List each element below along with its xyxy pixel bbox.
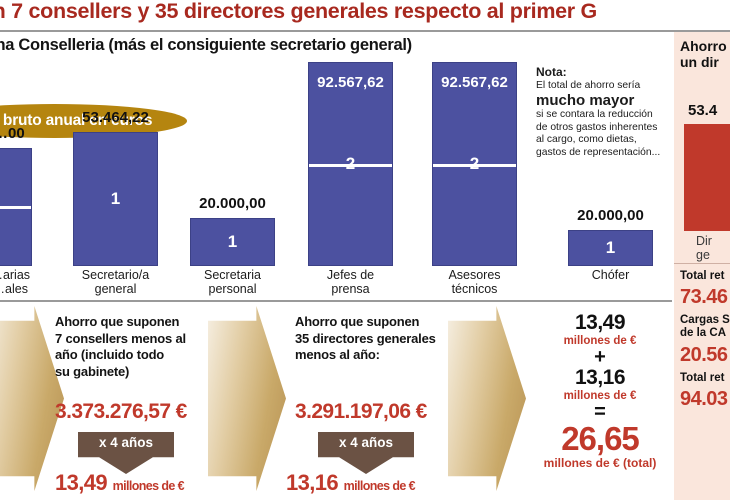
bar-label-3-line2: prensa [331, 281, 370, 296]
right-panel-row-1-caption-text: Cargas S de la CA [680, 314, 730, 339]
savings-per-director-panel: Ahorro un dir 53.4 Dir ge Total ret 73.4… [672, 32, 730, 500]
bar-label-2: Secretaria personal [204, 268, 261, 296]
bar-label-1-line1: Secretario/a [81, 268, 150, 282]
bar-value-1: 53.464,22 [82, 109, 149, 126]
bottom-divider [0, 300, 672, 302]
bar-label-5-line1: Chófer [591, 268, 630, 282]
savings-block-1-result-unit: millones de € [112, 479, 185, 493]
grand-total-unit-2: millones de € [563, 390, 637, 402]
bar-group-5: 20.000,00 1 Chófer [568, 196, 653, 282]
bar-split-3 [309, 164, 392, 167]
note-rest: si se contara la reducción de otros gast… [536, 109, 661, 158]
note-box: Nota: El total de ahorro sería mucho may… [536, 66, 664, 160]
bar-label-4-line1: Asesores [448, 268, 501, 282]
bar-count-2: 1 [227, 232, 238, 251]
bar-group-1: 53.464,22 1 Secretario/a general [73, 106, 158, 295]
bar-rect-3: 92.567,62 2 [308, 62, 393, 266]
savings-block-1-title: Ahorro que suponen 7 consellers menos al… [55, 314, 186, 379]
right-panel-bar [684, 124, 730, 231]
right-panel-bar-label: Dir ge [696, 234, 730, 262]
bar-rect-2: 1 [190, 218, 275, 266]
bar-label-5: Chófer [591, 268, 630, 283]
bar-label-4: Asesores técnicos [448, 268, 501, 296]
bar-label-0-line2: …ales [0, 281, 28, 296]
note-title: Nota: [536, 65, 567, 79]
bar-count-1: 1 [110, 189, 121, 208]
bar-value-3: 92.567,62 [317, 74, 384, 91]
grand-total-unit-1: millones de € [563, 335, 637, 347]
bar-rect-0 [0, 148, 32, 266]
bar-rect-5: 1 [568, 230, 653, 266]
right-panel-row-0-amount: 73.46 [680, 286, 728, 308]
savings-block-2-years-label: x 4 años [338, 435, 394, 450]
right-panel-title: Ahorro un dir [680, 38, 730, 70]
bar-count-4: 2 [470, 154, 479, 174]
savings-block-2-amount: 3.291.197,06 € [295, 400, 427, 423]
savings-block-2-title: Ahorro que suponen 35 directores general… [295, 314, 436, 362]
savings-block-1-result: 13,49 millones de € [55, 470, 185, 496]
bar-group-0: …00 …arias …ales [0, 125, 32, 295]
bar-value-0: …00 [0, 125, 25, 142]
savings-block-2-result-unit: millones de € [343, 479, 416, 493]
legend-pill-label: Coste bruto anual en euros [0, 112, 153, 129]
bar-count-3: 2 [346, 154, 355, 174]
title-divider [0, 30, 730, 32]
bar-label-0: …arias …ales [0, 268, 31, 296]
grand-total-plus-operator: + [594, 346, 606, 368]
bar-label-3-line1: Jefes de [326, 268, 375, 282]
bar-group-3: 92.567,62 2 Jefes de prensa [308, 62, 393, 295]
bar-label-0-line1: …arias [0, 268, 31, 282]
bar-rect-4: 92.567,62 2 [432, 62, 517, 266]
note-emphasis: mucho mayor [536, 92, 635, 110]
grand-total-num-2: 13,16 [574, 366, 626, 389]
savings-block-2-result: 13,16 millones de € [286, 470, 416, 496]
savings-block-2-result-number: 13,16 [286, 470, 339, 495]
right-panel-divider [674, 263, 730, 264]
savings-block-2-years-badge: x 4 años [318, 432, 414, 474]
bar-group-4: 92.567,62 2 Asesores técnicos [432, 62, 517, 295]
savings-block-1-amount: 3.373.276,57 € [55, 400, 187, 423]
bar-split-4 [433, 164, 516, 167]
bar-split-0 [0, 206, 31, 209]
right-panel-title-line2: un dir [680, 54, 719, 70]
right-panel-row-1-amount: 20.56 [680, 344, 728, 366]
savings-summary-section: Ahorro que suponen 7 consellers menos al… [0, 300, 672, 500]
savings-block-1-years-badge: x 4 años [78, 432, 174, 474]
bar-label-2-line1: Secretaria [204, 268, 261, 282]
page-title: ucción 7 consellers y 35 directores gene… [0, 0, 597, 23]
page-title-bar: ucción 7 consellers y 35 directores gene… [0, 0, 730, 30]
bar-value-2: 20.000,00 [199, 195, 266, 212]
grand-total-equals-operator: = [594, 401, 606, 423]
note-line1: El total de ahorro sería [536, 79, 641, 91]
right-panel-title-line1: Ahorro [680, 38, 727, 54]
chart-subtitle: minar una Conselleria (más el consiguien… [0, 36, 412, 54]
savings-block-1-years-label: x 4 años [98, 435, 154, 450]
grand-total-value: 26,65 [561, 420, 640, 457]
right-panel-row-2-caption: Total ret [680, 372, 725, 384]
right-panel-row-2-amount: 94.03 [680, 388, 728, 410]
grand-total-stack: 13,49 millones de € + 13,16 millones de … [530, 311, 670, 471]
bar-label-4-line2: técnicos [451, 281, 498, 296]
bar-label-1-line2: general [94, 281, 137, 296]
bar-label-1: Secretario/a general [81, 268, 150, 296]
bar-value-5: 20.000,00 [577, 207, 644, 224]
grand-total-unit: millones de € (total) [543, 456, 657, 470]
bar-label-2-line2: personal [208, 281, 257, 296]
right-panel-bar-value: 53.4 [688, 102, 718, 119]
bar-rect-1: 1 [73, 132, 158, 266]
bar-label-3: Jefes de prensa [326, 268, 375, 296]
right-panel-row-1-caption: Cargas S de la CA [680, 314, 730, 340]
bar-group-2: 20.000,00 1 Secretaria personal [190, 186, 275, 295]
bar-chart-panel: minar una Conselleria (más el consiguien… [0, 32, 672, 300]
right-panel-bar-label-line1: Dir [696, 234, 712, 248]
savings-block-1-result-number: 13,49 [55, 470, 108, 495]
right-panel-row-0-caption: Total ret [680, 270, 725, 282]
bar-value-4: 92.567,62 [441, 74, 508, 91]
right-panel-bar-label-line2: ge [696, 248, 710, 262]
bar-count-5: 1 [605, 238, 616, 257]
grand-total-num-1: 13,49 [574, 311, 626, 334]
